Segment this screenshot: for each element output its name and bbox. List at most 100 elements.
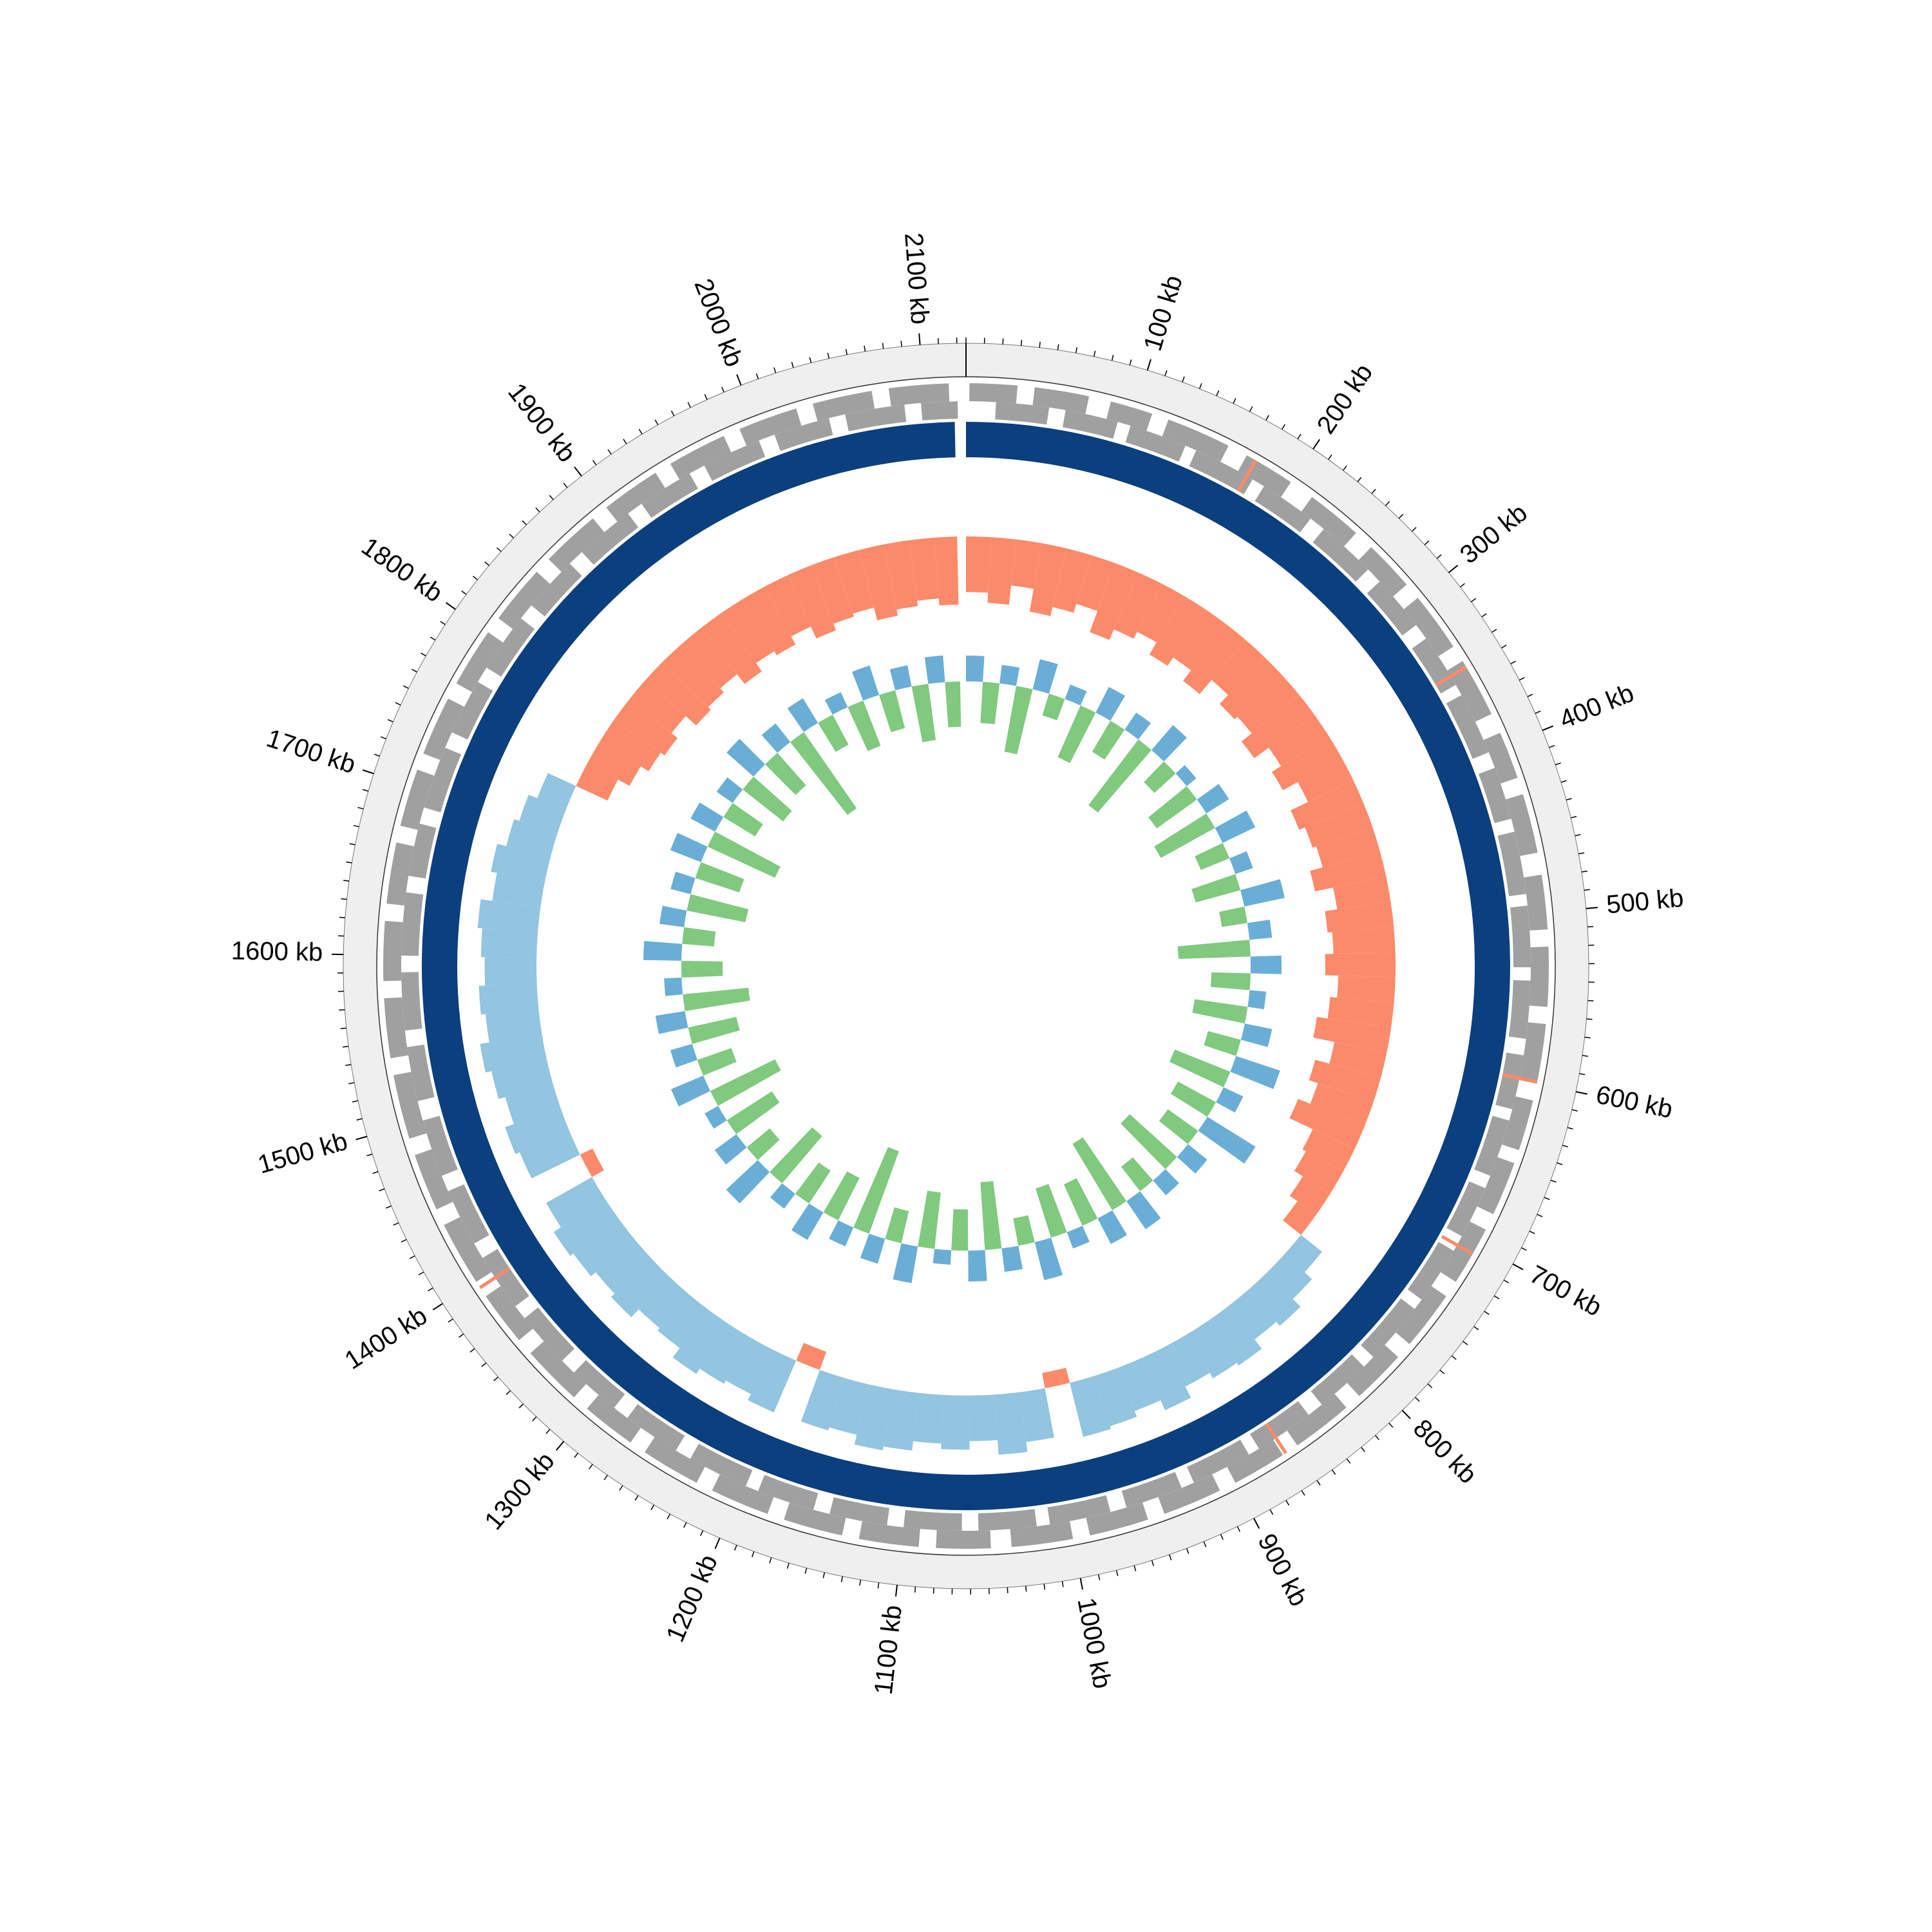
gene bbox=[758, 1475, 819, 1510]
minor-tick bbox=[341, 898, 347, 900]
gene bbox=[401, 892, 424, 956]
minor-tick bbox=[589, 1464, 593, 1470]
gene bbox=[1187, 1439, 1249, 1483]
minor-tick bbox=[380, 736, 386, 740]
minor-tick bbox=[409, 1255, 415, 1259]
gc-skew-bar bbox=[1013, 1215, 1035, 1246]
gc-content-bar bbox=[854, 1384, 894, 1450]
gene bbox=[903, 1510, 962, 1531]
gc-skew-bar bbox=[1219, 906, 1247, 927]
gc-skew-bar bbox=[999, 665, 1020, 686]
gene bbox=[486, 618, 535, 677]
gc-content-bar bbox=[1070, 1376, 1111, 1437]
gc-skew-bar bbox=[1240, 879, 1285, 907]
gene bbox=[386, 842, 414, 906]
gc-skew-bar bbox=[682, 927, 716, 947]
gc-content-bar bbox=[576, 763, 618, 801]
gc-content-bar bbox=[987, 537, 1017, 605]
gene bbox=[444, 1217, 492, 1282]
gc-content-bar bbox=[600, 719, 661, 772]
gc-content-bar bbox=[800, 1370, 844, 1431]
major-tick bbox=[1575, 1091, 1587, 1095]
minor-tick bbox=[1427, 1383, 1433, 1388]
minor-tick bbox=[1579, 1073, 1586, 1075]
minor-tick bbox=[372, 1171, 379, 1174]
gc-skew-bar bbox=[791, 1203, 824, 1240]
gc-content-bar bbox=[1272, 735, 1342, 791]
minor-tick bbox=[532, 1416, 537, 1422]
gc-skew-bar bbox=[765, 752, 806, 795]
minor-tick bbox=[1470, 598, 1477, 603]
major-tick bbox=[555, 1441, 565, 1451]
gc-content-bar bbox=[1329, 1041, 1387, 1078]
gene bbox=[400, 770, 435, 830]
gc-skew-bar bbox=[1240, 1023, 1273, 1047]
gene bbox=[1508, 980, 1531, 1039]
minor-tick bbox=[822, 1572, 826, 1578]
gc-content-bar bbox=[491, 844, 551, 883]
gc-content-bar bbox=[1149, 596, 1206, 666]
gc-skew-bar bbox=[697, 1048, 737, 1076]
gc-skew-bar bbox=[823, 1171, 860, 1220]
minor-tick bbox=[387, 719, 393, 723]
tick-label: 1700 kb bbox=[263, 724, 359, 779]
gc-skew-bar bbox=[770, 1127, 822, 1184]
gc-content-bar bbox=[1211, 640, 1265, 696]
gc-content-bar bbox=[505, 1108, 570, 1155]
minor-tick bbox=[1093, 350, 1096, 357]
minor-tick bbox=[1557, 1162, 1563, 1166]
minor-tick bbox=[1463, 1341, 1468, 1345]
gc-skew-bar bbox=[655, 1010, 688, 1034]
gene bbox=[423, 698, 464, 761]
major-tick bbox=[355, 1135, 368, 1141]
major-tick bbox=[736, 374, 742, 386]
gc-skew-bar bbox=[695, 862, 744, 893]
gene bbox=[548, 518, 605, 572]
gc-content-bar bbox=[1267, 1254, 1312, 1300]
minor-tick bbox=[574, 1452, 579, 1458]
gc-content-bar bbox=[994, 1392, 1028, 1455]
minor-tick bbox=[1169, 1554, 1172, 1560]
minor-tick bbox=[1571, 816, 1577, 819]
minor-tick bbox=[349, 843, 355, 846]
gc-content-bar bbox=[492, 873, 545, 908]
minor-tick bbox=[1388, 1423, 1394, 1428]
gc-content-bar bbox=[505, 1083, 561, 1124]
minor-tick bbox=[804, 1567, 808, 1574]
gene bbox=[1440, 1221, 1486, 1282]
minor-tick bbox=[786, 1562, 790, 1569]
gc-skew-bar bbox=[1144, 761, 1176, 793]
gc-content-bar bbox=[913, 1392, 944, 1444]
minor-tick bbox=[683, 1522, 687, 1528]
minor-tick bbox=[900, 341, 902, 347]
minor-tick bbox=[791, 362, 794, 368]
gc-content-bar bbox=[1186, 1320, 1237, 1379]
gene bbox=[1474, 1115, 1510, 1176]
minor-tick bbox=[379, 1188, 385, 1191]
minor-tick bbox=[1233, 398, 1236, 404]
major-tick bbox=[432, 1303, 443, 1311]
gene bbox=[1524, 875, 1548, 931]
gc-content-bar bbox=[721, 599, 775, 663]
gc-content-bar bbox=[1310, 1083, 1374, 1126]
minor-tick bbox=[1529, 1231, 1535, 1235]
major-tick bbox=[895, 1584, 898, 1597]
gene bbox=[1010, 1521, 1074, 1548]
gene bbox=[422, 1115, 458, 1176]
tick-label: 500 kb bbox=[1605, 884, 1685, 919]
minor-tick bbox=[418, 1271, 424, 1276]
minor-tick bbox=[1492, 629, 1497, 633]
tick-label: 1400 kb bbox=[340, 1302, 432, 1375]
gene bbox=[712, 1474, 774, 1514]
gene bbox=[1189, 450, 1253, 495]
minor-tick bbox=[1216, 390, 1220, 396]
minor-tick bbox=[1220, 1534, 1224, 1540]
gc-skew-bar bbox=[911, 683, 936, 743]
major-tick bbox=[362, 769, 374, 775]
minor-tick bbox=[607, 449, 612, 455]
gc-skew-bar bbox=[705, 1106, 727, 1129]
gc-skew-bar bbox=[980, 1180, 1002, 1251]
gc-content-bar bbox=[1310, 851, 1387, 892]
minor-tick bbox=[1043, 1584, 1046, 1590]
minor-tick bbox=[704, 394, 708, 400]
